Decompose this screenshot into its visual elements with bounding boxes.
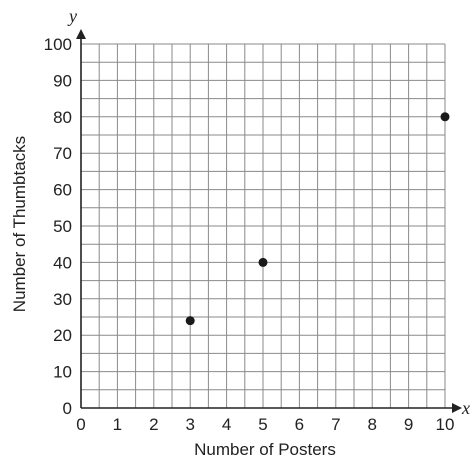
x-axis-arrow: [452, 403, 462, 413]
x-tick-label: 2: [149, 415, 158, 434]
x-tick-label: 5: [258, 415, 267, 434]
x-tick-label: 8: [367, 415, 376, 434]
axes: [76, 29, 462, 413]
data-points: [185, 112, 450, 326]
y-axis-arrow: [76, 29, 86, 39]
y-tick-label: 90: [53, 71, 72, 90]
data-point: [258, 257, 268, 267]
x-tick-labels: 0 1 2 3 4 5 6 7 8 9 10: [76, 415, 454, 434]
y-tick-label: 100: [44, 35, 72, 54]
x-tick-label: 10: [436, 415, 455, 434]
y-tick-label: 80: [53, 108, 72, 127]
y-axis-variable: y: [67, 6, 77, 26]
x-tick-label: 7: [331, 415, 340, 434]
x-tick-label: 9: [404, 415, 413, 434]
y-tick-label: 70: [53, 144, 72, 163]
y-tick-label: 30: [53, 290, 72, 309]
x-tick-label: 0: [76, 415, 85, 434]
grid: [80, 43, 446, 409]
y-tick-label: 50: [53, 217, 72, 236]
x-tick-label: 1: [113, 415, 122, 434]
x-tick-label: 6: [295, 415, 304, 434]
x-tick-label: 3: [185, 415, 194, 434]
y-tick-labels: 0 10 20 30 40 50 60 70 80 90 100: [44, 35, 72, 418]
y-tick-label: 0: [63, 399, 72, 418]
x-axis-variable: x: [461, 398, 470, 418]
y-tick-label: 40: [53, 253, 72, 272]
data-point: [440, 112, 450, 122]
data-point: [185, 316, 195, 326]
y-tick-label: 20: [53, 326, 72, 345]
y-tick-label: 10: [53, 363, 72, 382]
y-axis-title: Number of Thumbtacks: [10, 136, 29, 312]
x-tick-label: 4: [222, 415, 231, 434]
y-tick-label: 60: [53, 181, 72, 200]
x-axis-title: Number of Posters: [194, 440, 336, 459]
